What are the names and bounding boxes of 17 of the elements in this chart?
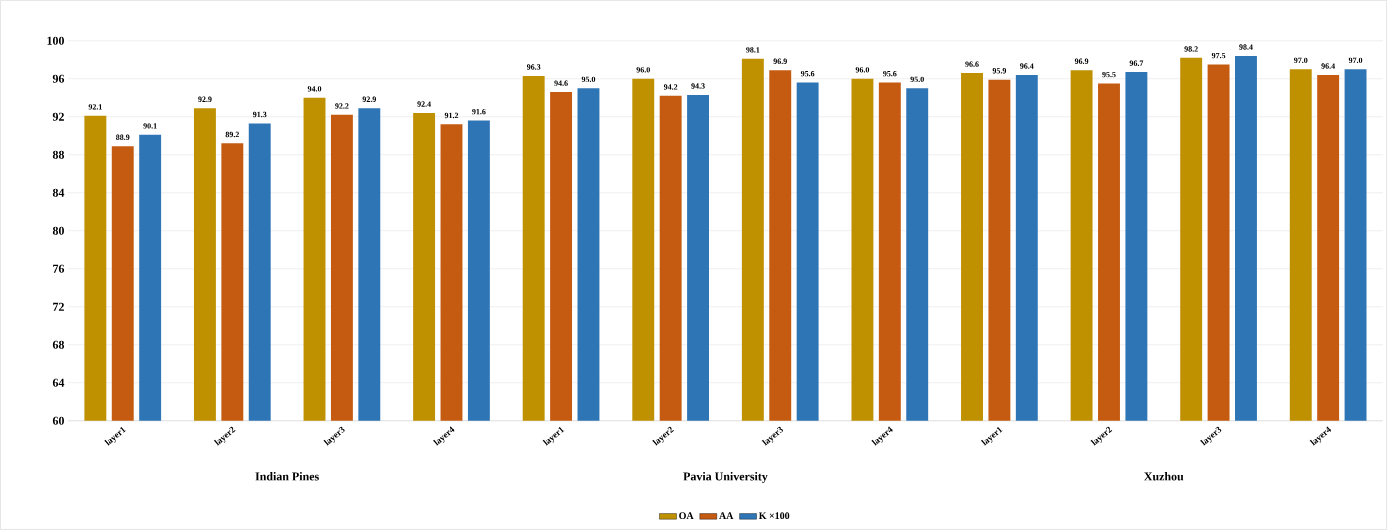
y-tick-label: 84 [52,188,65,197]
legend-label: OA [679,512,694,520]
legend-label: K ×100 [758,512,790,520]
y-tick-label: 60 [52,416,64,425]
y-tick-label: 76 [53,264,65,273]
text: Xuzhou [1144,472,1184,481]
legend-label: AA [719,512,734,519]
y-tick-label: 96 [52,74,65,83]
y-tick-label: 92 [52,112,64,121]
y-tick-label: 88 [52,150,65,159]
y-tick-label: 64 [52,378,65,387]
y-tick-label: 68 [52,340,65,349]
text: Pavia University [683,472,768,483]
y-tick-label: 72 [53,302,64,311]
y-tick-label: 100 [47,36,64,45]
text: Indian Pines [255,472,319,481]
y-tick-label: 80 [52,226,64,235]
